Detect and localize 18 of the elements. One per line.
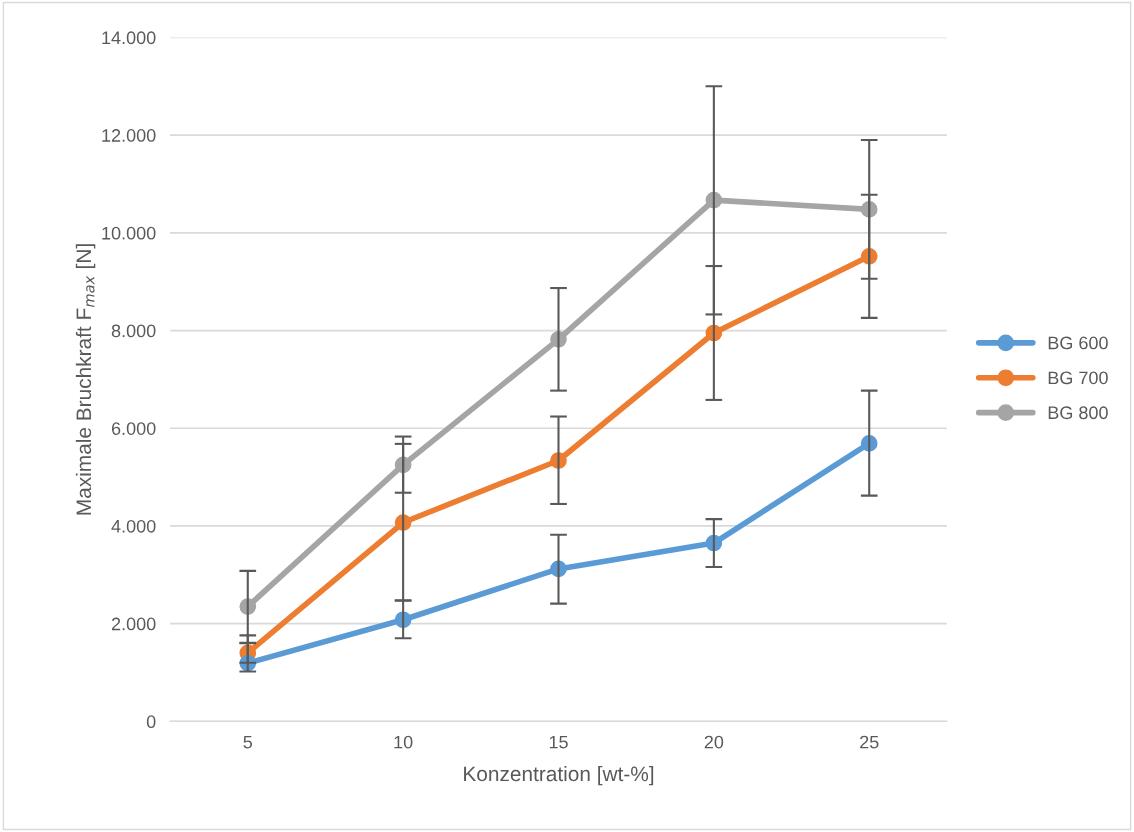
y-tick-label: 4.000 (111, 519, 156, 533)
y-axis-title: Maximale Bruchkraft F$_{max}$ [N] (75, 244, 96, 515)
x-tick-label: 5 (243, 735, 253, 749)
x-tick-label: 20 (704, 735, 724, 749)
y-tick-label: 6.000 (111, 422, 156, 435)
y-tick-label: 10.000 (102, 226, 156, 240)
x-tick-label: 25 (860, 735, 879, 749)
legend-label: BG 700 (1048, 371, 1108, 385)
y-tick-label: 2.000 (111, 617, 156, 631)
x-tick-label: 10 (394, 735, 413, 749)
y-tick-label: 0 (146, 715, 156, 729)
legend-label: BG 800 (1048, 406, 1108, 420)
x-tick-label: 15 (549, 735, 568, 749)
x-axis-title: Konzentration [wt-%] (464, 765, 654, 786)
y-tick-label: 14.000 (102, 31, 156, 45)
legend-label: BG 600 (1048, 336, 1108, 350)
y-tick-label: 12.000 (102, 129, 156, 142)
y-tick-label: 8.000 (111, 324, 156, 338)
